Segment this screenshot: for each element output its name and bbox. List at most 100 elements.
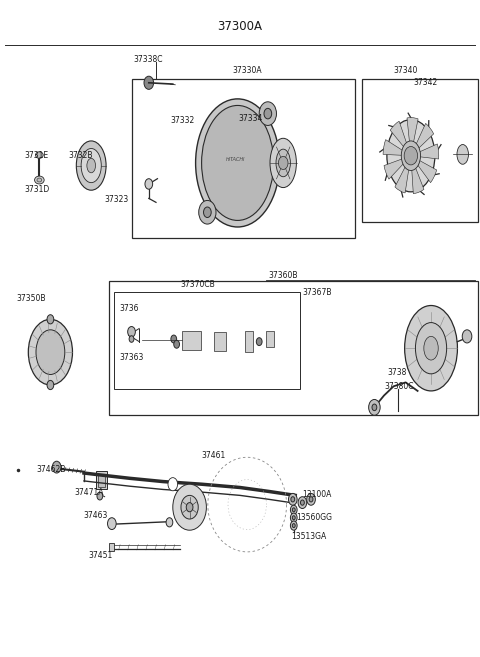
Text: 37350B: 37350B (17, 294, 46, 304)
Text: 13513GA: 13513GA (291, 532, 326, 541)
Circle shape (291, 497, 295, 502)
Text: 3732B: 3732B (69, 150, 93, 160)
Ellipse shape (276, 149, 290, 177)
Ellipse shape (36, 152, 43, 158)
Text: 37367B: 37367B (302, 288, 332, 297)
Circle shape (256, 338, 262, 346)
Circle shape (181, 495, 198, 519)
Circle shape (174, 340, 180, 348)
Circle shape (404, 147, 418, 165)
Wedge shape (411, 124, 434, 156)
Circle shape (129, 336, 134, 342)
Circle shape (369, 399, 380, 415)
Text: 37300A: 37300A (217, 20, 263, 33)
Circle shape (300, 500, 304, 505)
Bar (109, 543, 114, 551)
Text: 37462B: 37462B (36, 465, 65, 474)
Circle shape (298, 497, 307, 509)
Circle shape (292, 508, 295, 512)
Circle shape (204, 207, 211, 217)
Circle shape (259, 102, 276, 125)
Text: 37363: 37363 (119, 353, 144, 362)
Text: 3731D: 3731D (24, 185, 49, 194)
Text: 13100A: 13100A (302, 489, 332, 499)
Circle shape (47, 380, 54, 390)
Text: 37342: 37342 (414, 78, 438, 87)
Circle shape (173, 484, 206, 530)
Wedge shape (411, 144, 439, 159)
Circle shape (144, 76, 154, 89)
Ellipse shape (405, 306, 457, 391)
Text: 37323: 37323 (105, 195, 129, 204)
Circle shape (47, 315, 54, 324)
Circle shape (292, 516, 295, 520)
Text: 37332: 37332 (171, 116, 195, 125)
Ellipse shape (28, 319, 72, 385)
Text: 37330A: 37330A (233, 66, 263, 75)
Ellipse shape (424, 336, 438, 360)
Text: 3738: 3738 (388, 368, 407, 377)
Ellipse shape (81, 148, 101, 183)
Circle shape (288, 493, 297, 505)
Circle shape (145, 179, 153, 189)
Wedge shape (407, 118, 418, 156)
Wedge shape (390, 121, 411, 156)
Circle shape (292, 524, 295, 528)
Bar (96, 471, 107, 489)
Ellipse shape (36, 330, 65, 374)
Ellipse shape (270, 139, 296, 188)
Text: 37463: 37463 (83, 510, 108, 520)
Ellipse shape (76, 141, 106, 191)
Wedge shape (411, 156, 437, 183)
Text: 37334: 37334 (239, 114, 263, 123)
Ellipse shape (202, 105, 274, 221)
Wedge shape (411, 156, 424, 194)
Circle shape (186, 503, 193, 512)
Wedge shape (383, 139, 411, 156)
Circle shape (264, 108, 272, 119)
Circle shape (108, 518, 116, 530)
Ellipse shape (401, 141, 420, 171)
Circle shape (309, 497, 313, 502)
Bar (245, 331, 253, 352)
Circle shape (372, 404, 377, 411)
Bar (132, 79, 355, 238)
Circle shape (290, 505, 297, 514)
Circle shape (166, 518, 173, 527)
Ellipse shape (196, 99, 279, 227)
Text: 13560GG: 13560GG (297, 513, 333, 522)
Ellipse shape (87, 158, 96, 173)
Ellipse shape (387, 120, 435, 192)
Circle shape (128, 327, 135, 337)
Circle shape (290, 513, 297, 522)
Circle shape (168, 478, 178, 491)
Bar (362, 79, 478, 222)
Bar (182, 331, 201, 350)
Circle shape (199, 200, 216, 224)
Text: 3736: 3736 (119, 304, 139, 313)
Text: HITACHI: HITACHI (226, 157, 245, 162)
Wedge shape (384, 156, 411, 179)
Circle shape (52, 461, 61, 473)
Bar (266, 331, 274, 347)
Text: 37370CB: 37370CB (180, 280, 215, 289)
Ellipse shape (415, 323, 447, 374)
Circle shape (307, 493, 315, 505)
Text: 37380C: 37380C (384, 382, 413, 391)
Text: 37340: 37340 (394, 66, 418, 75)
Bar (114, 292, 300, 389)
Circle shape (97, 492, 103, 500)
Text: 3731E: 3731E (24, 150, 48, 160)
Ellipse shape (35, 176, 44, 184)
Text: 37360B: 37360B (269, 271, 298, 281)
Circle shape (290, 521, 297, 530)
Bar (98, 474, 105, 487)
Bar (109, 281, 478, 415)
Circle shape (462, 330, 472, 343)
Text: 37461: 37461 (202, 451, 226, 461)
Text: 37471A: 37471A (74, 488, 104, 497)
Wedge shape (395, 156, 411, 193)
Circle shape (171, 335, 177, 343)
Ellipse shape (37, 178, 42, 182)
Circle shape (278, 156, 288, 170)
